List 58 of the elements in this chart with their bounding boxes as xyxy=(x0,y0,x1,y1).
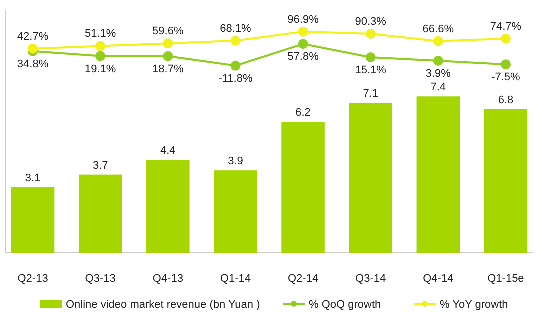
bar xyxy=(11,187,55,253)
x-tick-label: Q1-15e xyxy=(488,273,524,285)
data-label: 59.6% xyxy=(152,26,184,38)
data-label: 7.1 xyxy=(363,88,378,100)
data-label: 3.7 xyxy=(92,160,108,172)
data-label: 34.8% xyxy=(17,58,49,70)
point xyxy=(433,36,444,46)
x-tick-label: Q2-13 xyxy=(18,273,48,285)
point xyxy=(433,56,444,66)
data-label: 3.9 xyxy=(228,156,244,168)
data-label: 66.6% xyxy=(422,23,454,36)
data-label: 68.1% xyxy=(220,22,252,35)
data-label: 96.9% xyxy=(288,14,320,26)
data-label: 6.2 xyxy=(296,106,311,119)
data-label: 51.1% xyxy=(84,28,116,40)
bar xyxy=(282,122,325,253)
bar xyxy=(78,174,122,253)
point xyxy=(96,41,106,52)
data-label: 42.7% xyxy=(17,30,49,43)
data-label: 15.1% xyxy=(355,64,387,77)
data-label: -11.8% xyxy=(218,72,253,85)
point xyxy=(500,60,511,70)
data-label: 90.3% xyxy=(355,16,387,28)
x-tick-label: Q4-13 xyxy=(152,273,184,285)
data-label: 6.8 xyxy=(498,94,514,106)
x-tick-label: Q3-14 xyxy=(356,273,386,285)
bar xyxy=(214,170,258,253)
point xyxy=(366,28,376,39)
bar xyxy=(146,160,190,253)
data-label: 57.8% xyxy=(288,51,320,64)
point xyxy=(500,34,511,44)
point xyxy=(163,51,174,62)
point xyxy=(163,38,174,49)
data-label: 74.7% xyxy=(490,20,522,33)
data-label: 19.1% xyxy=(84,63,116,76)
bar xyxy=(484,109,528,253)
bar xyxy=(349,102,392,253)
legend-label: % YoY growth xyxy=(440,299,508,311)
data-label: 4.4 xyxy=(160,145,176,158)
data-label: 7.4 xyxy=(430,82,446,94)
x-tick-label: Q4-14 xyxy=(423,273,454,285)
legend-label: Online video market revenue (bn Yuan ) xyxy=(66,299,260,311)
point xyxy=(366,52,376,63)
data-label: 3.1 xyxy=(25,172,41,184)
x-tick-label: Q2-14 xyxy=(288,273,319,285)
x-tick-label: Q1-14 xyxy=(220,273,252,285)
x-tick-label: Q3-13 xyxy=(85,273,116,285)
point xyxy=(298,26,308,37)
data-label: 3.9% xyxy=(426,68,452,80)
data-label: 18.7% xyxy=(152,63,184,76)
legend-label: % QoQ growth xyxy=(309,299,382,311)
bar xyxy=(416,96,460,253)
point xyxy=(230,60,241,71)
point xyxy=(28,44,38,54)
data-label: -7.5% xyxy=(492,72,521,84)
point xyxy=(96,51,106,62)
point xyxy=(230,36,241,46)
point xyxy=(298,39,308,50)
